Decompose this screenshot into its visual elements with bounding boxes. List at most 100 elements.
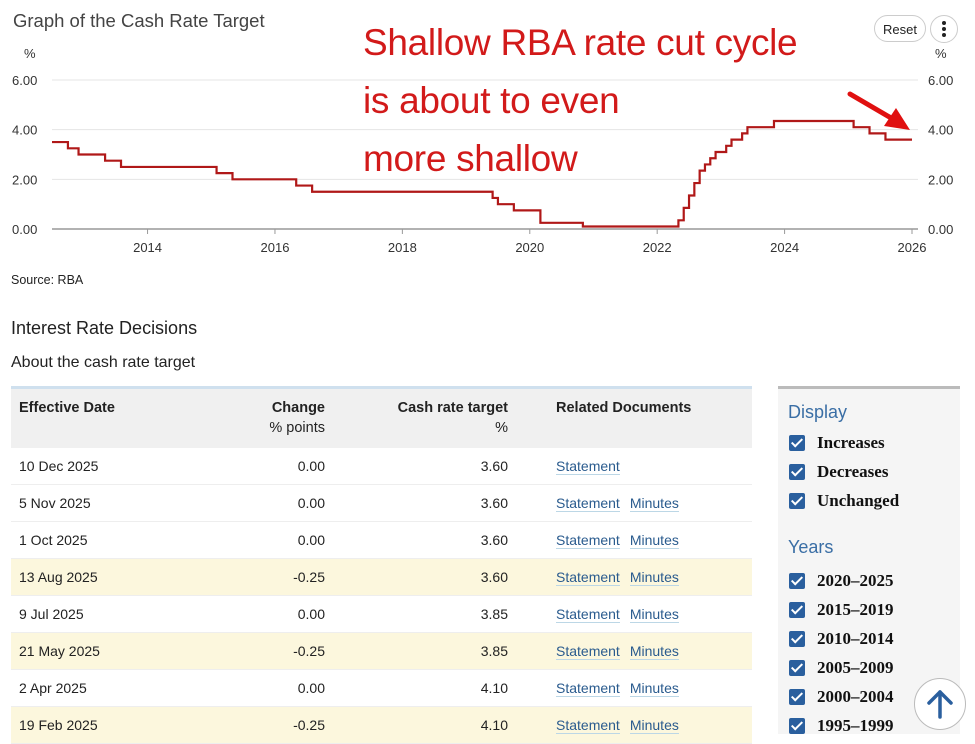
doc-link-statement[interactable]: Statement: [556, 717, 620, 734]
doc-link-statement[interactable]: Statement: [556, 643, 620, 660]
doc-link-statement[interactable]: Statement: [556, 532, 620, 549]
cash-rate-series-line: [52, 119, 912, 228]
checkbox-checked-icon[interactable]: [789, 572, 805, 589]
filter-sidebar: Display Increases Decreases Unchanged Year…: [778, 386, 960, 735]
checkbox-checked-icon[interactable]: [789, 659, 805, 676]
table-row: 10 Dec 2025 0.00 3.60 Statement: [11, 448, 752, 485]
filter-checkbox[interactable]: Increases: [789, 428, 960, 457]
section-heading: Interest Rate Decisions: [11, 318, 198, 338]
scroll-to-top-button[interactable]: [914, 678, 966, 730]
filter-checkbox[interactable]: Decreases: [789, 457, 960, 486]
checkbox-checked-icon[interactable]: [789, 717, 805, 734]
filter-checkbox[interactable]: 2020–2025: [789, 566, 960, 595]
cell-documents: Statement Minutes: [516, 632, 752, 670]
doc-link-minutes[interactable]: Minutes: [629, 680, 679, 697]
cell-date: 19 Feb 2025: [11, 706, 217, 744]
checkbox-checked-icon[interactable]: [789, 688, 805, 705]
doc-link-minutes[interactable]: Minutes: [629, 532, 679, 549]
doc-link-minutes[interactable]: Minutes: [629, 606, 679, 623]
section-subheading: About the cash rate target: [11, 354, 196, 371]
filter-checkbox[interactable]: Unchanged: [789, 486, 960, 515]
cell-documents: Statement Minutes: [516, 558, 752, 596]
x-tick-label: 2020: [515, 240, 544, 255]
cell-change: 0.00: [217, 669, 333, 707]
checkbox-label: 2010–2014: [817, 628, 894, 648]
header-cash-rate: Cash rate target%: [333, 387, 516, 448]
cell-rate: 3.60: [333, 521, 516, 559]
header-effective-date: Effective Date: [11, 387, 217, 448]
chart-source: Source: RBA: [11, 273, 84, 287]
doc-link-minutes[interactable]: Minutes: [629, 717, 679, 734]
cell-date: 1 Oct 2025: [11, 521, 217, 559]
reset-button[interactable]: Reset: [874, 15, 926, 42]
checkbox-checked-icon[interactable]: [789, 463, 805, 480]
annotation-line: Shallow RBA rate cut cycle: [363, 22, 798, 63]
doc-link-statement[interactable]: Statement: [556, 606, 620, 623]
filter-checkbox[interactable]: 2005–2009: [789, 653, 960, 682]
chart-menu-button[interactable]: [930, 15, 958, 43]
checkbox-checked-icon[interactable]: [789, 630, 805, 647]
x-tick-label: 2024: [770, 240, 799, 255]
arrow-up-icon: [927, 690, 953, 719]
right-axis-unit: %: [935, 46, 947, 61]
cell-change: 0.00: [217, 595, 333, 633]
y-tick-label-right: 4.00: [928, 123, 953, 138]
cell-rate: 3.60: [333, 558, 516, 596]
checkbox-checked-icon[interactable]: [789, 601, 805, 618]
cell-documents: Statement Minutes: [516, 521, 752, 559]
cell-change: -0.25: [217, 632, 333, 670]
doc-link-statement[interactable]: Statement: [556, 458, 620, 475]
filter-checkbox[interactable]: 2000–2004: [789, 682, 960, 711]
cell-change: 0.00: [217, 484, 333, 522]
checkbox-label: Decreases: [817, 461, 889, 481]
cell-documents: Statement Minutes: [516, 595, 752, 633]
cell-date: 13 Aug 2025: [11, 558, 217, 596]
cell-change: 0.00: [217, 448, 333, 485]
filter-checkbox[interactable]: 2015–2019: [789, 595, 960, 624]
x-tick-label: 2022: [643, 240, 672, 255]
cell-rate: 3.85: [333, 595, 516, 633]
table-row: 21 May 2025 -0.25 3.85 Statement Minutes: [11, 632, 752, 670]
checkbox-label: Increases: [817, 432, 885, 452]
cell-documents: Statement: [516, 448, 752, 485]
doc-link-minutes[interactable]: Minutes: [629, 643, 679, 660]
cell-documents: Statement Minutes: [516, 669, 752, 707]
table-row: 9 Jul 2025 0.00 3.85 Statement Minutes: [11, 595, 752, 633]
rate-decisions-table: Effective Date Change% points Cash rate …: [11, 386, 752, 744]
cell-date: 5 Nov 2025: [11, 484, 217, 522]
y-tick-label-right: 0.00: [928, 222, 953, 237]
annotation-line: more shallow: [363, 138, 578, 179]
filter-checkbox[interactable]: 2010–2014: [789, 624, 960, 653]
annotation-line: is about to even: [363, 80, 620, 121]
checkbox-label: 2015–2019: [817, 599, 894, 619]
cell-rate: 3.85: [333, 632, 516, 670]
chart-title: Graph of the Cash Rate Target: [13, 10, 265, 31]
doc-link-statement[interactable]: Statement: [556, 569, 620, 586]
cell-change: -0.25: [217, 558, 333, 596]
y-tick-label-left: 2.00: [12, 172, 37, 187]
x-tick-label: 2014: [133, 240, 162, 255]
cash-rate-chart: 0.00 0.00 2.00 2.00 4.00 4.00 6.00 6.00 2014 2016…: [12, 46, 953, 255]
cell-documents: Statement Minutes: [516, 484, 752, 522]
checkbox-checked-icon[interactable]: [789, 492, 805, 509]
x-tick-label: 2018: [388, 240, 417, 255]
cell-date: 2 Apr 2025: [11, 669, 217, 707]
cell-change: 0.00: [217, 521, 333, 559]
doc-link-statement[interactable]: Statement: [556, 495, 620, 512]
red-arrow-icon: [847, 91, 910, 130]
y-tick-label-right: 6.00: [928, 73, 953, 88]
header-change: Change% points: [217, 387, 333, 448]
checkbox-label: 2020–2025: [817, 570, 894, 590]
doc-link-statement[interactable]: Statement: [556, 680, 620, 697]
filter-checkbox[interactable]: 1995–1999: [789, 711, 960, 740]
table-row: 13 Aug 2025 -0.25 3.60 Statement Minutes: [11, 558, 752, 596]
doc-link-minutes[interactable]: Minutes: [629, 495, 679, 512]
checkbox-checked-icon[interactable]: [789, 434, 805, 451]
cell-rate: 3.60: [333, 484, 516, 522]
doc-link-minutes[interactable]: Minutes: [629, 569, 679, 586]
annotation-text: Shallow RBA rate cut cycle is about to e…: [363, 14, 798, 188]
y-tick-label-left: 6.00: [12, 73, 37, 88]
cell-rate: 4.10: [333, 669, 516, 707]
y-tick-label-left: 0.00: [12, 222, 37, 237]
checkbox-label: 1995–1999: [817, 715, 894, 735]
